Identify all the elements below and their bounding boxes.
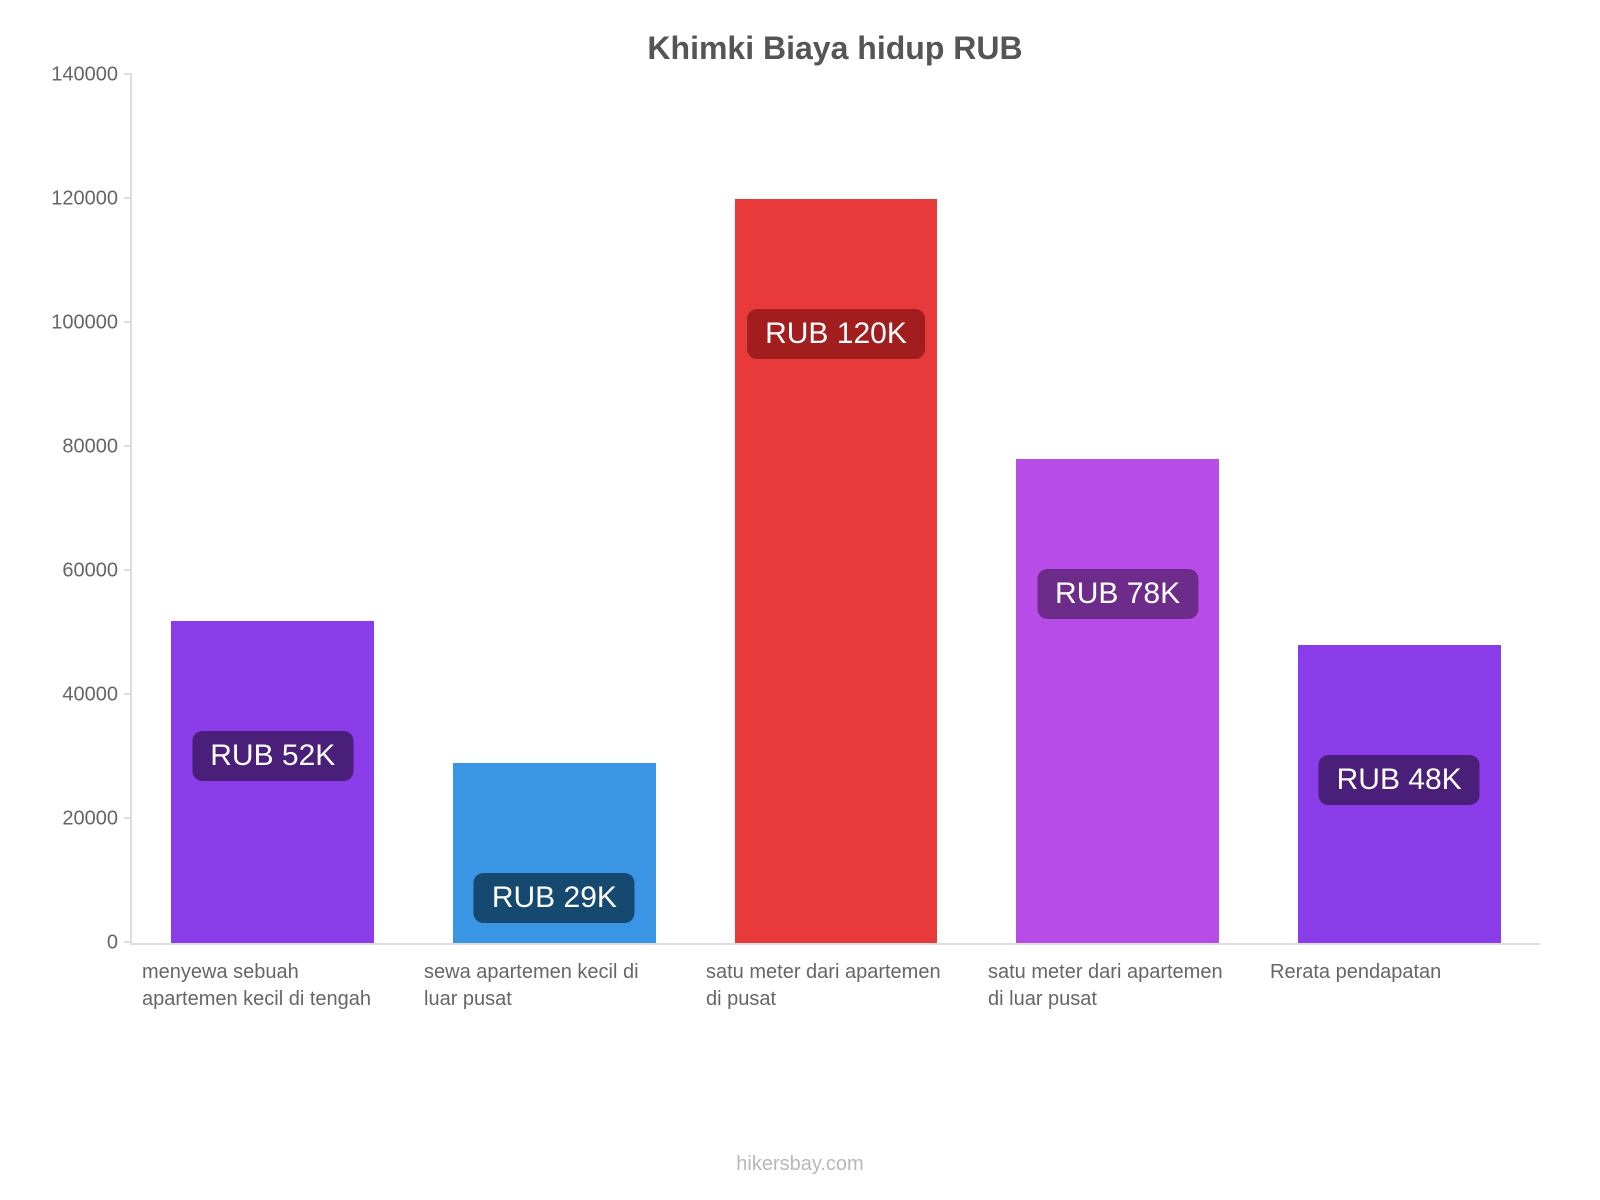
x-axis-labels: menyewa sebuah apartemen kecil di tengah…: [130, 959, 1540, 1013]
y-tick-mark: [124, 197, 132, 199]
x-tick-label: satu meter dari apartemen di luar pusat: [976, 959, 1258, 1013]
y-tick-label: 60000: [62, 560, 132, 583]
bars-container: RUB 52K RUB 29K RUB 120K RUB 78K RUB 48K: [132, 75, 1540, 943]
bar-slot: RUB 29K: [414, 75, 696, 943]
x-tick-label: satu meter dari apartemen di pusat: [694, 959, 976, 1013]
y-tick-label: 100000: [51, 312, 132, 335]
attribution-text: hikersbay.com: [0, 1153, 1600, 1176]
x-tick-label: sewa apartemen kecil di luar pusat: [412, 959, 694, 1013]
y-tick-mark: [124, 445, 132, 447]
y-tick-mark: [124, 941, 132, 943]
value-badge: RUB 29K: [474, 873, 635, 923]
y-tick-mark: [124, 569, 132, 571]
plot-area: 020000400006000080000100000120000140000 …: [130, 75, 1540, 945]
value-badge: RUB 120K: [747, 309, 925, 359]
bar: RUB 78K: [1016, 459, 1219, 943]
y-tick-mark: [124, 321, 132, 323]
y-tick-mark: [124, 693, 132, 695]
bar-slot: RUB 78K: [977, 75, 1259, 943]
chart-title: Khimki Biaya hidup RUB: [130, 30, 1540, 67]
value-badge: RUB 52K: [192, 731, 353, 781]
value-badge: RUB 48K: [1319, 755, 1480, 805]
bar: RUB 52K: [171, 621, 374, 943]
bar: RUB 29K: [453, 763, 656, 943]
x-tick-label: Rerata pendapatan: [1258, 959, 1540, 1013]
y-tick-mark: [124, 817, 132, 819]
bar-slot: RUB 48K: [1258, 75, 1540, 943]
bar: RUB 48K: [1298, 645, 1501, 943]
bar: RUB 120K: [735, 199, 938, 943]
y-tick-label: 120000: [51, 188, 132, 211]
x-tick-label: menyewa sebuah apartemen kecil di tengah: [130, 959, 412, 1013]
y-tick-label: 0: [107, 932, 132, 955]
y-tick-label: 20000: [62, 808, 132, 831]
cost-of-living-chart: Khimki Biaya hidup RUB 02000040000600008…: [0, 0, 1600, 1200]
y-tick-label: 80000: [62, 436, 132, 459]
y-tick-label: 140000: [51, 64, 132, 87]
bar-slot: RUB 52K: [132, 75, 414, 943]
value-badge: RUB 78K: [1037, 569, 1198, 619]
bar-slot: RUB 120K: [695, 75, 977, 943]
y-tick-label: 40000: [62, 684, 132, 707]
y-tick-mark: [124, 73, 132, 75]
